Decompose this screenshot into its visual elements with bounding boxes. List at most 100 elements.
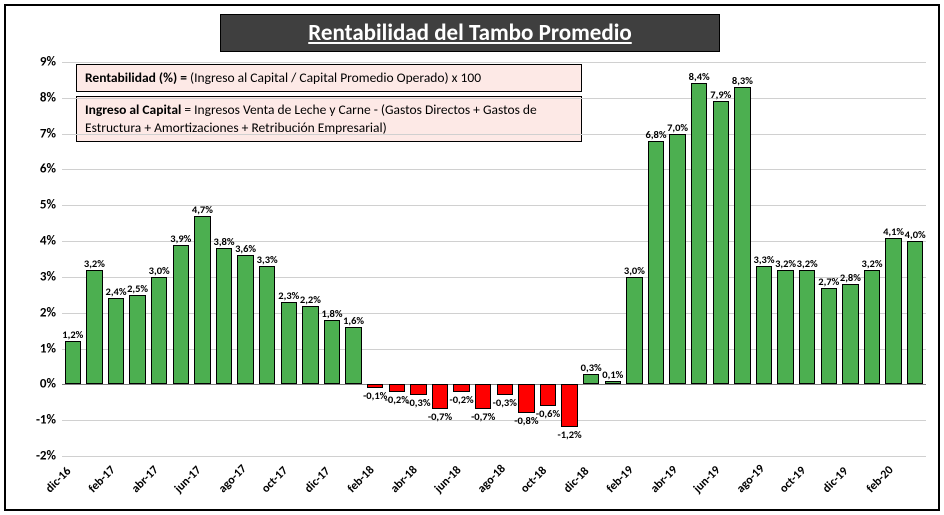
- bar: [367, 384, 383, 388]
- bar-value-label: 3,3%: [257, 253, 278, 266]
- bar: [324, 320, 340, 384]
- bar-value-label: 2,8%: [840, 271, 861, 284]
- gridline: [62, 98, 926, 99]
- gridline: [62, 349, 926, 350]
- chart-title: Rentabilidad del Tambo Promedio: [220, 14, 720, 52]
- bar: [345, 327, 361, 384]
- bar-value-label: 2,2%: [300, 293, 321, 306]
- bar-value-label: 0,3%: [581, 361, 602, 374]
- bar-value-label: 3,2%: [797, 257, 818, 270]
- bar: [756, 266, 772, 384]
- bar: [691, 83, 707, 384]
- gridline: [62, 456, 926, 457]
- bar-value-label: 3,0%: [149, 264, 170, 277]
- bar: [432, 384, 448, 409]
- bar: [194, 216, 210, 384]
- bar: [86, 270, 102, 385]
- bar-value-label: 3,6%: [235, 242, 256, 255]
- y-tick-label: 4%: [16, 234, 56, 249]
- bar: [237, 255, 253, 384]
- bar-value-label: 2,4%: [105, 285, 126, 298]
- gridline: [62, 277, 926, 278]
- y-tick-label: -2%: [16, 449, 56, 464]
- bar-value-label: -0,3%: [406, 396, 430, 409]
- bar-value-label: 3,9%: [170, 232, 191, 245]
- y-tick-label: 2%: [16, 305, 56, 320]
- bar-value-label: 4,7%: [192, 203, 213, 216]
- chart-plot-area: 1,2%3,2%2,4%2,5%3,0%3,9%4,7%3,8%3,6%3,3%…: [62, 62, 926, 456]
- bar: [734, 87, 750, 384]
- bar-value-label: 3,8%: [213, 235, 234, 248]
- y-tick-label: 5%: [16, 198, 56, 213]
- bar: [605, 381, 621, 385]
- bar-value-label: 7,0%: [667, 121, 688, 134]
- bar-value-label: -0,8%: [514, 414, 538, 427]
- bar-value-label: -0,7%: [428, 410, 452, 423]
- bar-value-label: 4,1%: [883, 225, 904, 238]
- gridline: [62, 169, 926, 170]
- bar-value-label: 3,2%: [861, 257, 882, 270]
- bar-value-label: 6,8%: [645, 128, 666, 141]
- bar-value-label: 2,3%: [278, 289, 299, 302]
- bar-value-label: 2,7%: [818, 275, 839, 288]
- bar-value-label: 8,3%: [732, 74, 753, 87]
- bar: [453, 384, 469, 391]
- bar: [842, 284, 858, 384]
- bar: [129, 295, 145, 385]
- bar-value-label: 8,4%: [689, 70, 710, 83]
- gridline: [62, 241, 926, 242]
- bar-value-label: -0,3%: [493, 396, 517, 409]
- bar-value-label: -0,1%: [363, 389, 387, 402]
- bar-value-label: 7,9%: [710, 88, 731, 101]
- bar-value-label: -0,2%: [449, 393, 473, 406]
- bar: [216, 248, 232, 384]
- gridline: [62, 313, 926, 314]
- bar: [648, 141, 664, 385]
- bar: [713, 101, 729, 384]
- bar: [302, 306, 318, 385]
- bar: [540, 384, 556, 405]
- gridline: [62, 62, 926, 63]
- bar-value-label: -0,6%: [536, 407, 560, 420]
- y-tick-label: 6%: [16, 162, 56, 177]
- bar-value-label: 1,8%: [321, 307, 342, 320]
- bar: [389, 384, 405, 391]
- bar: [669, 134, 685, 385]
- bar: [777, 270, 793, 385]
- bar: [410, 384, 426, 395]
- gridline: [62, 384, 926, 385]
- bar: [821, 288, 837, 385]
- bar-value-label: 0,1%: [602, 368, 623, 381]
- bar-value-label: 3,0%: [624, 264, 645, 277]
- bar: [281, 302, 297, 384]
- y-tick-label: 0%: [16, 377, 56, 392]
- bar-value-label: -0,7%: [471, 410, 495, 423]
- bar-value-label: 1,6%: [343, 314, 364, 327]
- bar: [173, 245, 189, 385]
- bar: [497, 384, 513, 395]
- bar: [799, 270, 815, 385]
- bar: [65, 341, 81, 384]
- bar-value-label: -1,2%: [557, 428, 581, 441]
- y-tick-label: -1%: [16, 413, 56, 428]
- bar: [518, 384, 534, 413]
- bar-value-label: 2,5%: [127, 282, 148, 295]
- bar-value-label: 1,2%: [62, 328, 83, 341]
- bar-value-label: 4,0%: [905, 228, 926, 241]
- bar: [583, 374, 599, 385]
- y-tick-label: 7%: [16, 126, 56, 141]
- bar: [259, 266, 275, 384]
- y-tick-label: 8%: [16, 90, 56, 105]
- bar-value-label: 3,2%: [775, 257, 796, 270]
- y-tick-label: 3%: [16, 269, 56, 284]
- bar: [475, 384, 491, 409]
- bar-value-label: -0,2%: [385, 393, 409, 406]
- bar: [907, 241, 923, 384]
- y-tick-label: 1%: [16, 341, 56, 356]
- gridline: [62, 134, 926, 135]
- bar: [151, 277, 167, 384]
- bar: [864, 270, 880, 385]
- bar: [108, 298, 124, 384]
- bar: [885, 238, 901, 385]
- bar: [561, 384, 577, 427]
